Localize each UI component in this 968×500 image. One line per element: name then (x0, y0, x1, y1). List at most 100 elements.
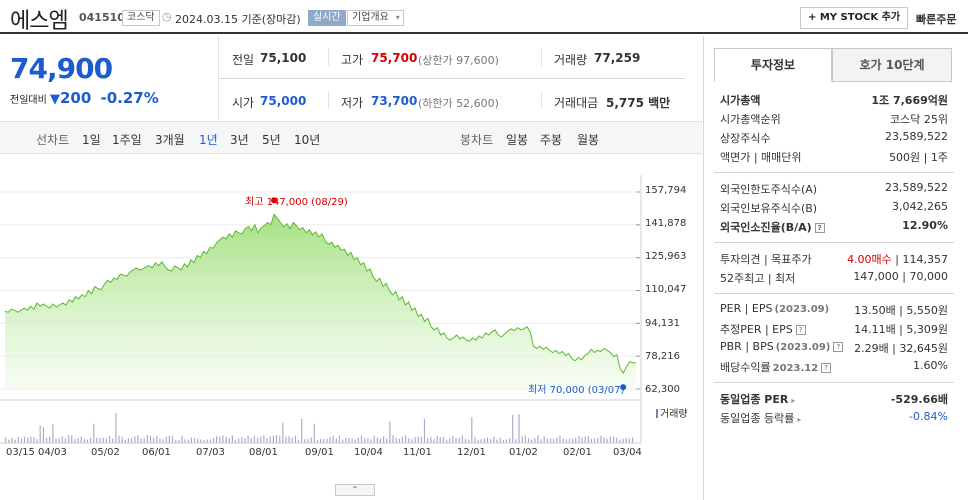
info-row: 액면가 | 매매단위 500원 | 1주 (720, 149, 948, 167)
volume-bar (458, 437, 460, 443)
volume-bar (572, 438, 574, 443)
volume-bar (171, 435, 174, 443)
volume-bar (219, 436, 221, 443)
volume-bar (603, 437, 605, 443)
volume-bar (17, 437, 19, 443)
help-icon[interactable]: ? (821, 363, 832, 373)
volume-bar (260, 436, 262, 443)
volume-bar (474, 436, 476, 443)
help-icon[interactable]: ? (795, 325, 806, 335)
upper-limit: (상한가 97,600) (418, 54, 499, 67)
volume-bar (553, 438, 555, 443)
arrow-right-icon[interactable]: ▸ (797, 415, 802, 424)
arrow-right-icon[interactable]: ▸ (791, 396, 796, 405)
volume-bar (338, 435, 341, 443)
volume-bar (483, 438, 485, 443)
info-value: 23,589,522 (885, 181, 948, 194)
add-mystock-button[interactable]: + MY STOCK 추가 (800, 7, 909, 29)
volume-bar (512, 414, 514, 443)
info-value: 500원 | 1주 (889, 149, 948, 165)
company-info-button[interactable]: 기업개요 ▾ (347, 10, 404, 26)
info-value: 13.50배 | 5,550원 (854, 302, 948, 318)
volume-bar (83, 438, 85, 443)
divider (541, 48, 542, 66)
stock-code: 041510 (79, 11, 125, 24)
info-row: 외국인소진율(B/A)? 12.90% (720, 219, 948, 237)
volume-bar (165, 436, 167, 443)
chevron-up-icon[interactable]: ⌃ (335, 484, 375, 496)
info-label: 외국인한도주식수(A) (720, 183, 818, 196)
candle-chart-label: 봉차트 (460, 133, 494, 147)
volume-bar (162, 439, 164, 443)
period-10y[interactable]: 10년 (294, 133, 321, 147)
help-icon[interactable]: ? (814, 223, 825, 233)
volume-bar (90, 437, 92, 443)
x-tick: 03/04 (613, 447, 642, 458)
amount-label: 거래대금 (554, 96, 599, 110)
price-change-row: 전일대비 ▼200 -0.27% (10, 89, 159, 107)
period-3y[interactable]: 3년 (230, 133, 249, 147)
volume-bar (175, 439, 177, 443)
volume-bar (493, 436, 495, 443)
period-3m[interactable]: 3개월 (155, 133, 185, 147)
volume-bar (405, 435, 407, 443)
volume-bar (190, 437, 192, 443)
volume-bar (581, 437, 583, 443)
period-5y[interactable]: 5년 (262, 133, 281, 147)
volume-bar (146, 435, 148, 443)
period-1d[interactable]: 1일 (82, 133, 101, 147)
volume-bar (316, 439, 318, 443)
volume-bar (477, 439, 479, 443)
help-icon[interactable]: ? (833, 342, 844, 352)
volume-bar (282, 422, 284, 443)
candle-weekly[interactable]: 주봉 (540, 133, 563, 147)
volume-bar (228, 438, 230, 443)
volume-bar (225, 436, 227, 443)
prev-close-value: 75,100 (260, 51, 307, 65)
volume-bar (452, 436, 454, 443)
info-row: 52주최고 | 최저 147,000 | 70,000 (720, 270, 948, 288)
lower-limit: (하한가 52,600) (418, 97, 499, 110)
volume-bar (304, 439, 306, 443)
period-1y[interactable]: 1년 (199, 133, 218, 147)
x-tick: 09/01 (305, 447, 334, 458)
x-tick: 08/01 (249, 447, 278, 458)
volume-bar (578, 435, 580, 443)
volume-bar (102, 437, 104, 443)
candle-daily[interactable]: 일봉 (506, 133, 529, 147)
down-arrow-icon: ▼ (50, 92, 60, 107)
volume-bar (58, 438, 60, 443)
info-value: 4.00매수 | 114,357 (847, 251, 948, 267)
y-tick: 125,963 (645, 251, 687, 262)
period-1w[interactable]: 1주일 (112, 133, 142, 147)
volume-bar (137, 435, 139, 443)
info-value: 코스닥 25위 (890, 111, 948, 127)
volume-bar (625, 437, 627, 443)
volume-bar (68, 435, 70, 443)
volume-bar (408, 438, 410, 443)
quick-order-link[interactable]: 빠른주문 (916, 13, 957, 26)
volume-bar (442, 436, 444, 443)
volume-bar (417, 436, 419, 443)
realtime-badge[interactable]: 실시간 (308, 10, 346, 26)
volume-bar (209, 439, 211, 443)
info-label: PBR | BPS (2023.09)? (720, 340, 844, 353)
volume-bar (370, 439, 372, 443)
candle-monthly[interactable]: 월봉 (577, 133, 600, 147)
volume-bar (80, 436, 82, 443)
volume-bar (181, 435, 183, 443)
volume-bar (121, 436, 123, 443)
high-label: 고가 (341, 53, 364, 67)
tab-orderbook[interactable]: 호가 10단계 (832, 48, 952, 82)
volume-bar (423, 418, 426, 443)
price-chart[interactable] (0, 155, 702, 500)
volume-bar (71, 435, 73, 443)
volume-bar (345, 437, 347, 443)
volume-bar (244, 438, 246, 443)
volume-bar (430, 437, 432, 443)
volume-bar (439, 437, 441, 443)
volume-bar (351, 438, 353, 443)
low-value: 73,700 (371, 94, 418, 108)
volume-bar (27, 437, 29, 443)
tab-invest-info[interactable]: 투자정보 (714, 48, 832, 82)
